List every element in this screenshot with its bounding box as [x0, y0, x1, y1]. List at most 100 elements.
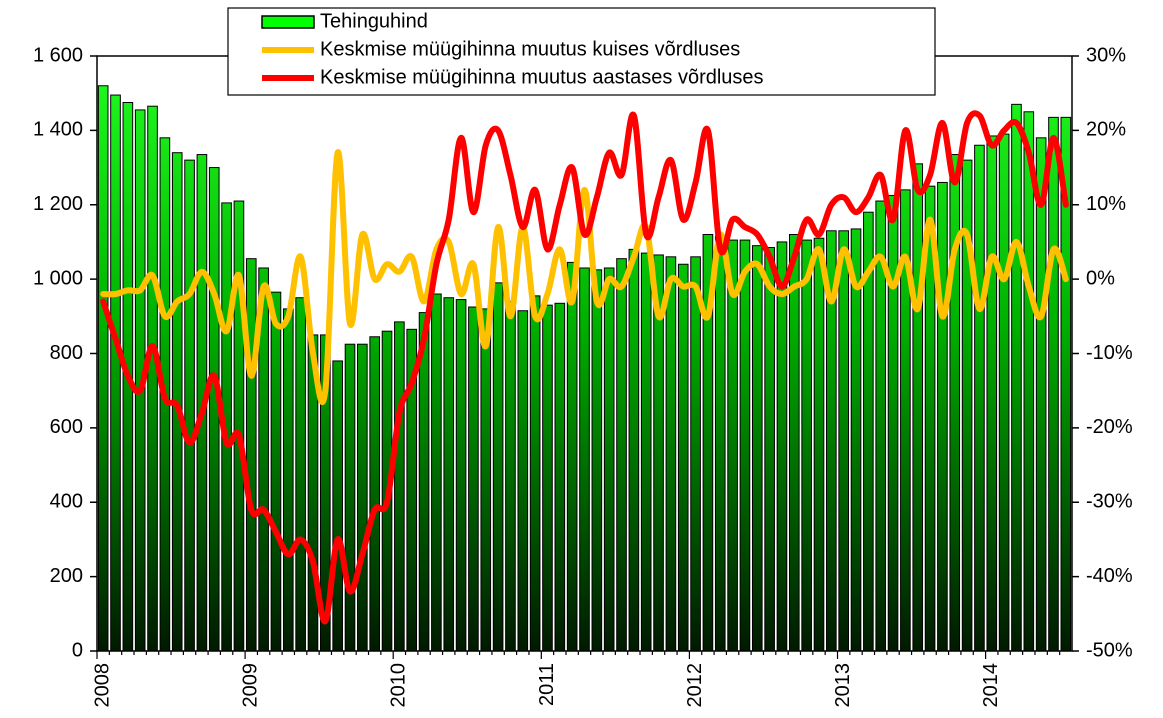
legend-box	[227, 7, 936, 96]
y-tick-label: 600	[50, 416, 83, 438]
bar	[406, 328, 418, 652]
bar	[813, 237, 825, 652]
bar	[788, 234, 800, 652]
bar	[480, 308, 492, 652]
bar	[554, 302, 566, 652]
bar	[1035, 137, 1047, 652]
y-tick-label: 800	[50, 342, 83, 364]
bar	[801, 239, 812, 652]
bar	[542, 304, 553, 652]
x-tick-label: 2012	[684, 663, 706, 708]
bar	[1023, 111, 1035, 652]
bar	[455, 299, 467, 652]
y-tick-label: 200	[50, 565, 83, 587]
bar	[986, 135, 998, 652]
bar	[258, 267, 269, 652]
bar	[690, 256, 701, 652]
bar	[517, 310, 529, 652]
bar	[492, 282, 504, 652]
bar	[431, 293, 442, 652]
bar	[344, 343, 356, 652]
bar	[233, 200, 245, 652]
bar	[97, 85, 109, 652]
x-tick-label: 2013	[832, 663, 854, 708]
legend-label: Tehinguhind	[320, 10, 428, 32]
bar	[208, 167, 220, 652]
x-tick-label: 2010	[388, 663, 410, 708]
bar	[320, 334, 331, 652]
y2-tick-label: -40%	[1086, 565, 1133, 587]
bar	[245, 258, 257, 652]
bar	[665, 256, 677, 652]
bar	[282, 308, 294, 652]
bar	[270, 291, 282, 652]
y2-tick-label: -20%	[1086, 416, 1133, 438]
y2-tick-label: -10%	[1086, 342, 1133, 364]
bar	[653, 254, 664, 652]
bar	[776, 241, 788, 652]
bar	[443, 297, 455, 652]
bar	[1048, 116, 1059, 652]
bar	[998, 133, 1010, 652]
bar	[739, 239, 751, 652]
bar	[579, 267, 590, 652]
bar	[640, 252, 652, 652]
x-tick-label: 2008	[91, 663, 113, 708]
bar	[1011, 103, 1022, 652]
y-tick-label: 0	[72, 639, 83, 661]
bar	[357, 343, 368, 652]
bar	[418, 312, 430, 652]
line	[100, 149, 1069, 406]
line	[100, 110, 1069, 625]
legend-label: Keskmise müügihinna muutus aastases võrd…	[320, 66, 764, 88]
bar	[714, 235, 726, 652]
bar	[826, 230, 837, 652]
bar	[1060, 116, 1072, 652]
y2-tick-label: 30%	[1086, 44, 1126, 66]
y2-tick-label: -30%	[1086, 491, 1133, 513]
bar	[900, 189, 911, 652]
y-tick-label: 400	[50, 491, 83, 513]
bar	[875, 200, 887, 652]
y2-tick-label: 10%	[1086, 193, 1126, 215]
bar	[863, 211, 874, 652]
bar	[369, 336, 381, 652]
bar	[850, 228, 862, 652]
bar	[616, 258, 627, 652]
legend-swatch	[261, 15, 315, 29]
y2-tick-label: 20%	[1086, 119, 1126, 141]
bar	[591, 269, 603, 652]
bar	[566, 261, 578, 652]
y2-tick-label: -50%	[1086, 639, 1133, 661]
y-tick-label: 1 200	[33, 193, 83, 215]
bar	[295, 297, 306, 652]
bar	[468, 306, 479, 652]
y-tick-label: 1 000	[33, 267, 83, 289]
bar	[394, 321, 405, 652]
bar	[529, 295, 541, 652]
x-tick-label: 2011	[536, 663, 558, 706]
bar	[110, 94, 121, 652]
bar	[727, 239, 738, 652]
y-tick-label: 1 600	[33, 44, 83, 66]
bar	[603, 267, 615, 652]
x-tick-label: 2014	[980, 663, 1002, 708]
bar	[505, 300, 516, 652]
legend-label: Keskmise müügihinna muutus kuises võrdlu…	[320, 38, 740, 60]
bar	[961, 159, 973, 652]
bar	[147, 105, 158, 652]
bar	[974, 144, 985, 652]
bar	[332, 360, 343, 652]
bar	[838, 230, 849, 652]
bar	[764, 247, 775, 652]
bar	[751, 245, 763, 652]
bar	[677, 263, 689, 652]
bar	[628, 248, 640, 652]
y-tick-label: 1 400	[33, 119, 83, 141]
bar	[912, 163, 924, 652]
x-tick-label: 2009	[240, 663, 262, 708]
bar	[184, 159, 195, 652]
bar	[887, 194, 899, 652]
bar	[924, 185, 936, 652]
